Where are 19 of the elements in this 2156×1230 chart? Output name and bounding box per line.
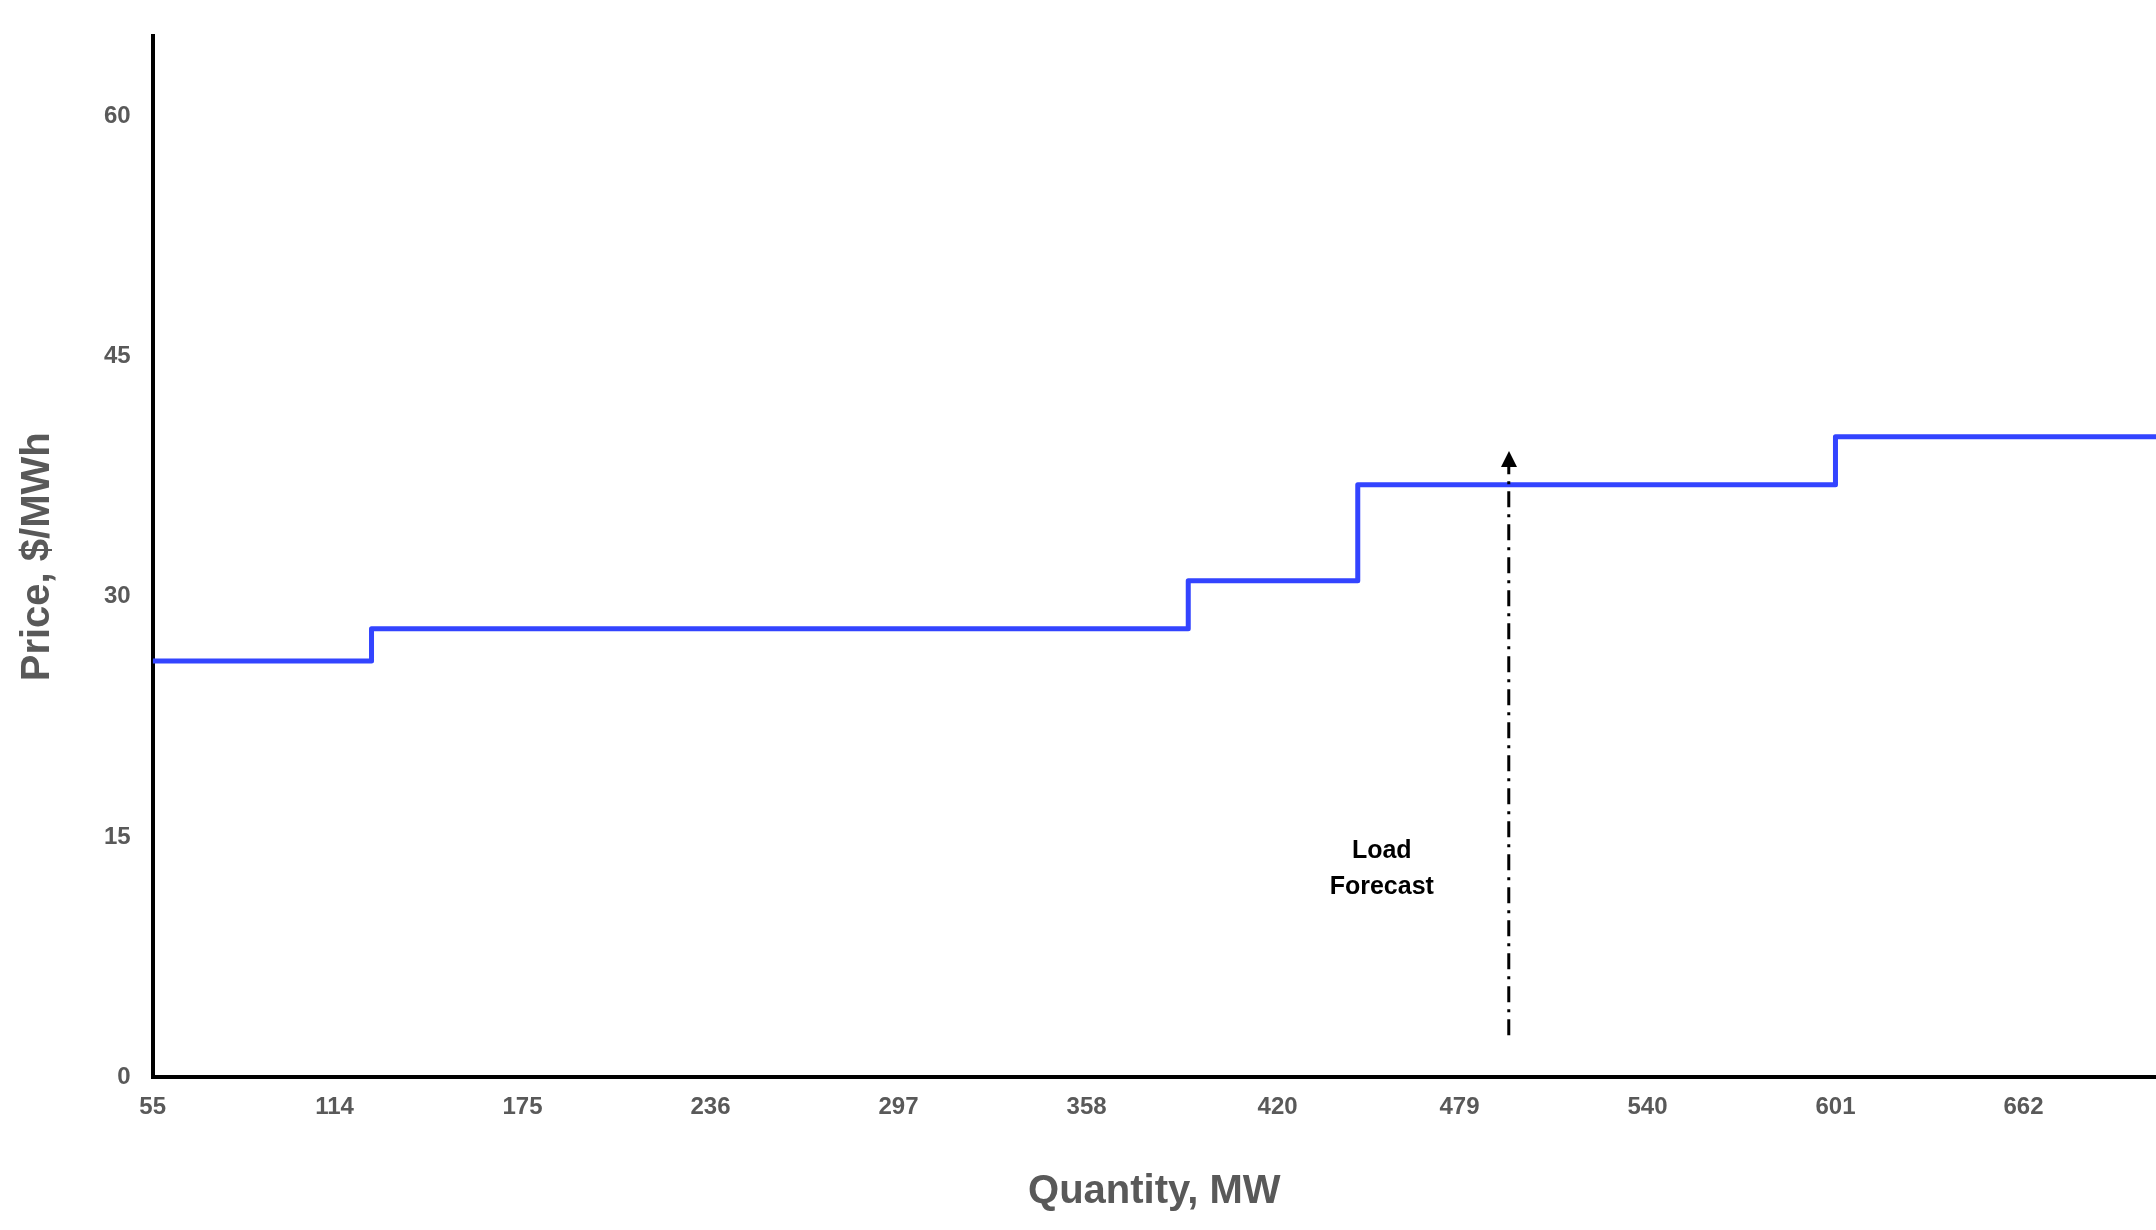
y-tick-label: 15 — [103, 821, 131, 849]
x-tick-label: 175 — [502, 1092, 543, 1120]
x-tick-label: 540 — [1627, 1092, 1668, 1120]
ref-line-label: Load Forecast — [1329, 834, 1435, 899]
x-axis-title: Quantity, MW — [1028, 1167, 1281, 1212]
y-axis-title: Price, $/MWh — [13, 432, 58, 682]
x-tick-label: 236 — [690, 1092, 731, 1120]
y-tick-label: 30 — [103, 581, 131, 609]
y-tick-label: 0 — [117, 1061, 131, 1089]
x-tick-label: 114 — [315, 1092, 355, 1120]
x-tick-label: 479 — [1439, 1092, 1480, 1120]
y-tick-label: 45 — [103, 341, 131, 369]
x-tick-label: 601 — [1815, 1092, 1856, 1120]
x-tick-label: 420 — [1257, 1092, 1298, 1120]
x-tick-label: 55 — [139, 1092, 167, 1120]
x-tick-label: 358 — [1066, 1092, 1107, 1120]
x-tick-label: 662 — [2003, 1092, 2044, 1120]
y-tick-label: 60 — [103, 101, 131, 129]
x-tick-label: 297 — [878, 1092, 919, 1120]
